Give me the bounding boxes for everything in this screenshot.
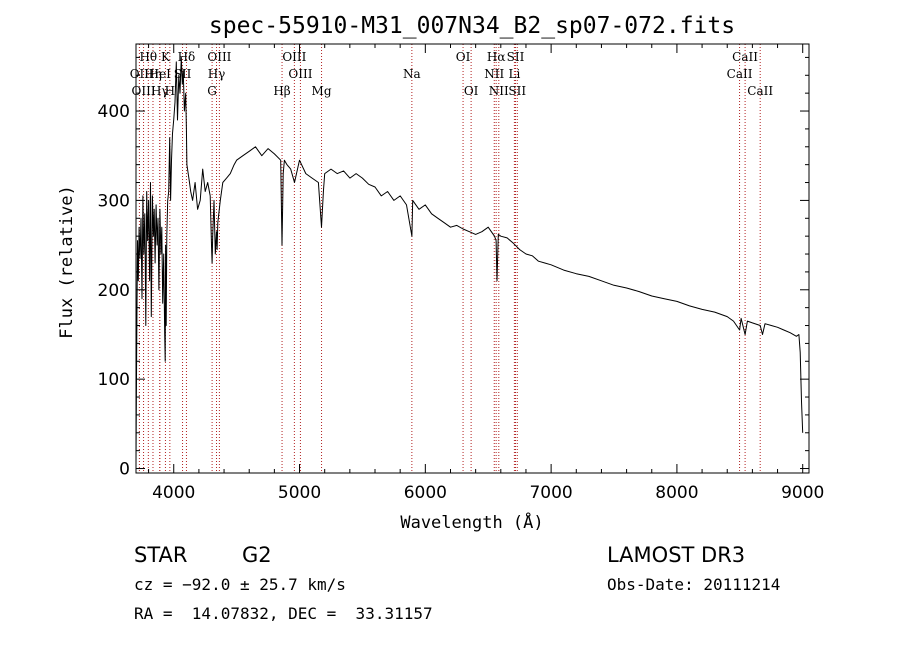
object-subclass: G2 [242, 543, 272, 567]
line-label-18: OI [456, 50, 471, 64]
redshift-cz: cz = −92.0 ± 25.7 km/s [134, 575, 346, 594]
emission-lines-layer [138, 44, 761, 473]
y-tick-label-0: 0 [119, 460, 130, 480]
line-label-15: Hβ [273, 84, 290, 98]
y-tick-label-400: 400 [98, 102, 130, 122]
observation-date: Obs-Date: 20111214 [607, 575, 780, 594]
line-label-17: Na [403, 67, 421, 81]
line-label-0: Hθ [139, 50, 157, 64]
line-label-16: Mg [312, 84, 332, 98]
line-label-7: SII [174, 67, 192, 81]
line-label-20: Hα [487, 50, 506, 64]
line-label-10: OIII [207, 50, 231, 64]
line-label-14: OIII [288, 67, 312, 81]
line-label-11: Hγ [208, 67, 226, 81]
line-label-5: Hγ [151, 84, 169, 98]
line-label-9: H [165, 84, 175, 98]
plot-frame [135, 43, 810, 474]
x-tick-label-8000: 8000 [655, 483, 698, 503]
line-label-25: SII [508, 84, 526, 98]
y-tick-label-200: 200 [98, 281, 130, 301]
x-tick-label-5000: 5000 [278, 483, 321, 503]
x-tick-label-9000: 9000 [781, 483, 824, 503]
x-tick-label-4000: 4000 [152, 483, 195, 503]
line-label-13: OIII [282, 50, 306, 64]
line-label-21: NII [484, 67, 504, 81]
line-label-8: Hδ [178, 50, 196, 64]
line-label-4: Hη [144, 67, 162, 81]
line-label-19: OI [464, 84, 479, 98]
line-label-1: OII [130, 67, 150, 81]
ra-dec: RA = 14.07832, DEC = 33.31157 [134, 604, 433, 623]
chart-title: spec-55910-M31_007N34_B2_sp07-072.fits [209, 13, 735, 39]
ticks-layer: 4000 5000 6000 7000 8000 9000 0 100 200 300 400 [98, 44, 824, 503]
series-line-spectrum [135, 56, 804, 465]
line-label-2: OIII [132, 84, 156, 98]
y-axis-label: Flux (relative) [57, 185, 77, 339]
line-label-3: K [161, 50, 171, 64]
y-tick-label-300: 300 [98, 191, 130, 211]
line-label-26: CaII [732, 50, 758, 64]
line-label-23: SII [507, 50, 525, 64]
line-label-28: CaII [747, 84, 773, 98]
x-tick-label-7000: 7000 [529, 483, 572, 503]
y-tick-label-100: 100 [98, 370, 130, 390]
line-label-6: HeI [149, 67, 172, 81]
line-label-24: Li [508, 67, 520, 81]
line-label-22: NII [489, 84, 509, 98]
line-label-12: G [207, 84, 217, 98]
x-tick-label-6000: 6000 [404, 483, 447, 503]
series-layer [135, 56, 804, 465]
line-label-27: CaII [727, 67, 753, 81]
x-axis-label: Wavelength (Å) [400, 511, 543, 533]
object-class: STAR [134, 543, 187, 567]
survey-name: LAMOST DR3 [607, 543, 745, 567]
